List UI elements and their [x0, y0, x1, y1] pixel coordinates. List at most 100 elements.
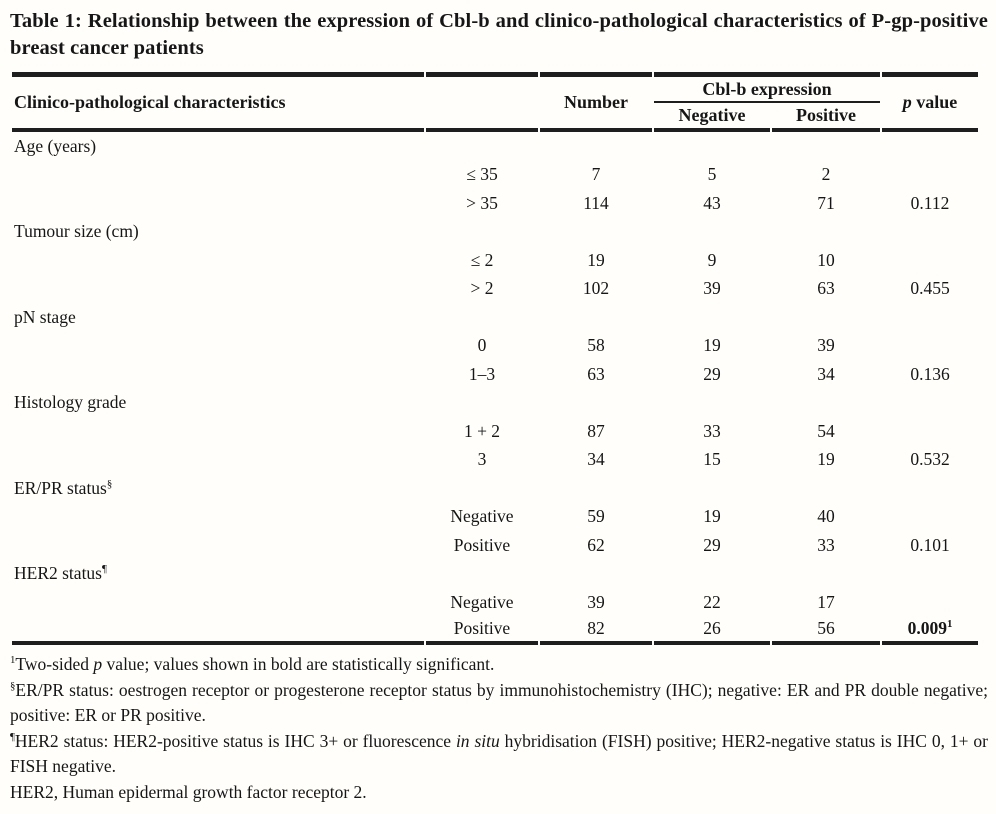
footnote-italic: p — [93, 654, 103, 674]
table-header: Clinico-pathological characteristics Num… — [12, 72, 979, 132]
data-row: 1–3 63 29 34 0.136 — [12, 360, 978, 389]
number-cell: 58 — [587, 335, 605, 356]
positive-cell: 71 — [817, 192, 835, 213]
positive-cell: 56 — [772, 617, 881, 645]
negative-cell: 29 — [703, 363, 721, 384]
p-value-text: 0.009 — [907, 618, 947, 639]
spacer-cell — [12, 360, 424, 389]
group-row-histology-grade: Histology grade — [12, 389, 978, 418]
negative-cell: 39 — [703, 278, 721, 299]
p-value-cell-significant: 0.0091 — [882, 617, 979, 645]
negative-cell: 19 — [703, 506, 721, 527]
group-label: ER/PR status§ — [12, 474, 978, 503]
number-cell: 7 — [591, 164, 601, 185]
group-row-her2-status: HER2 status¶ — [12, 560, 978, 589]
clinico-pathological-table: Clinico-pathological characteristics Num… — [10, 72, 980, 645]
number-cell: 82 — [540, 617, 652, 645]
p-value-cell: 0.101 — [910, 534, 950, 555]
subcategory-cell: Positive — [453, 534, 511, 555]
group-row-age: Age (years) — [12, 132, 978, 161]
subcategory-cell: 1 + 2 — [463, 420, 501, 441]
group-label-sup: ¶ — [102, 563, 107, 576]
p-value-cell: 0.455 — [910, 278, 950, 299]
col-header-spacer — [426, 72, 538, 132]
p-value-cell: 0.136 — [910, 363, 950, 384]
spacer-cell — [12, 275, 424, 304]
spacer-cell — [12, 446, 424, 475]
footnote-her2-abbreviation: HER2, Human epidermal growth factor rece… — [10, 780, 988, 806]
group-label: pN stage — [12, 303, 978, 332]
p-value-italic-p: p — [902, 92, 912, 112]
group-row-pn-stage: pN stage — [12, 303, 978, 332]
subcategory-cell: Negative — [450, 506, 514, 527]
negative-cell: 22 — [703, 591, 721, 612]
group-label-sup: § — [106, 477, 113, 490]
spacer-cell — [12, 161, 424, 190]
p-value-cell — [882, 246, 978, 275]
number-cell: 59 — [587, 506, 605, 527]
col-header-negative: Negative — [654, 103, 770, 132]
group-row-er-pr-status: ER/PR status§ — [12, 474, 978, 503]
data-row: ≤ 35 7 5 2 — [12, 161, 978, 190]
number-cell: 114 — [583, 192, 609, 213]
spacer-cell — [12, 617, 424, 645]
footnote-text: hybridisation (FISH) positive; HER2-nega… — [10, 730, 989, 777]
footnote-text: ER/PR status: oestrogen receptor or prog… — [10, 679, 988, 726]
negative-cell: 29 — [703, 534, 721, 555]
negative-cell: 15 — [703, 449, 721, 470]
positive-cell: 2 — [821, 164, 831, 185]
group-row-tumour-size: Tumour size (cm) — [12, 218, 978, 247]
negative-cell: 5 — [707, 164, 717, 185]
spacer-cell — [12, 417, 424, 446]
subcategory-cell: Positive — [426, 617, 538, 645]
negative-cell: 19 — [703, 335, 721, 356]
subcategory-cell: > 35 — [466, 192, 498, 213]
data-row: 1 + 2 87 33 54 — [12, 417, 978, 446]
positive-cell: 63 — [817, 278, 835, 299]
footnote-italic: in situ — [455, 730, 500, 751]
data-row: 3 34 15 19 0.532 — [12, 446, 978, 475]
data-row: 0 58 19 39 — [12, 332, 978, 361]
negative-cell: 33 — [703, 420, 721, 441]
col-header-p-value: p value — [882, 72, 979, 132]
number-cell: 102 — [582, 278, 610, 299]
group-label-text: Age (years) — [14, 135, 97, 156]
group-label-text: pN stage — [14, 306, 76, 327]
p-value-sup: 1 — [946, 618, 953, 631]
positive-cell: 39 — [817, 335, 835, 356]
p-value-cell — [882, 503, 978, 532]
table-body: Age (years) ≤ 35 7 5 2 > 35 114 43 71 0.… — [12, 132, 979, 645]
subcategory-cell: 3 — [477, 449, 487, 470]
p-value-cell — [882, 417, 978, 446]
negative-cell: 43 — [703, 192, 721, 213]
col-header-positive: Positive — [772, 103, 881, 132]
number-cell: 87 — [587, 420, 605, 441]
footnote-er-pr: §ER/PR status: oestrogen receptor or pro… — [10, 678, 988, 729]
group-label-text: Histology grade — [14, 392, 127, 413]
p-value-cell — [882, 161, 978, 190]
negative-cell: 9 — [707, 249, 717, 270]
number-cell: 63 — [587, 363, 605, 384]
data-row: > 2 102 39 63 0.455 — [12, 275, 978, 304]
footnote-her2: ¶HER2 status: HER2-positive status is IH… — [10, 729, 988, 780]
positive-cell: 34 — [817, 363, 835, 384]
footnote-text: Two-sided — [15, 654, 94, 674]
subcategory-cell: 1–3 — [468, 363, 496, 384]
data-row: Negative 59 19 40 — [12, 503, 978, 532]
group-label: HER2 status¶ — [12, 560, 978, 589]
data-row: Negative 39 22 17 — [12, 588, 978, 617]
data-row: Positive 62 29 33 0.101 — [12, 531, 978, 560]
spacer-cell — [12, 503, 424, 532]
data-row: ≤ 2 19 9 10 — [12, 246, 978, 275]
spacer-cell — [12, 531, 424, 560]
col-header-characteristics: Clinico-pathological characteristics — [12, 72, 424, 132]
header-row-2: Negative Positive — [12, 103, 978, 132]
subcategory-cell: ≤ 35 — [466, 164, 498, 185]
positive-cell: 19 — [817, 449, 835, 470]
header-row-1: Clinico-pathological characteristics Num… — [12, 72, 979, 132]
positive-cell: 17 — [817, 591, 835, 612]
positive-cell: 33 — [817, 534, 835, 555]
p-value-cell: 0.112 — [910, 192, 950, 213]
group-label-text: ER/PR status — [14, 477, 107, 498]
